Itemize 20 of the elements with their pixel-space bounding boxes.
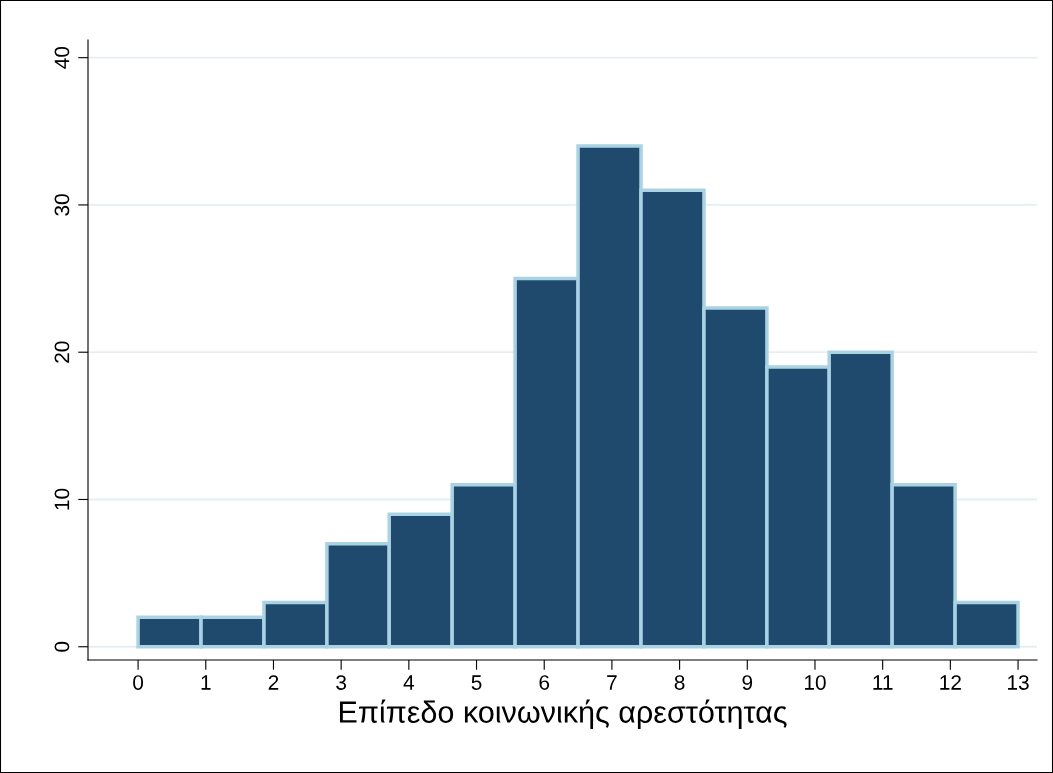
y-tick-label: 20: [54, 341, 70, 363]
x-tick-label: 11: [873, 675, 893, 690]
y-tick-label: 0: [54, 641, 70, 652]
x-tick-label: 3: [336, 675, 347, 690]
x-tick-label: 6: [539, 675, 550, 690]
x-tick-label: 7: [607, 675, 617, 690]
x-tick-label: 9: [742, 675, 753, 690]
x-axis-title: Επίπεδο κοινωνικής αρεστότητας: [339, 699, 787, 729]
y-tick-label: 10: [54, 488, 70, 510]
y-tick-label: 30: [54, 194, 70, 216]
x-tick-label: 2: [268, 675, 279, 690]
x-tick-label: 0: [133, 675, 144, 690]
x-tick-label: 10: [804, 675, 826, 690]
x-tick-label: 4: [403, 675, 415, 690]
x-tick-label: 1: [201, 675, 211, 690]
x-tick-label: 5: [471, 675, 482, 690]
y-tick-label: 40: [54, 46, 70, 69]
x-tick-label: 13: [1008, 675, 1029, 690]
x-tick-label: 8: [674, 675, 685, 690]
x-tick-label: 12: [940, 675, 961, 690]
